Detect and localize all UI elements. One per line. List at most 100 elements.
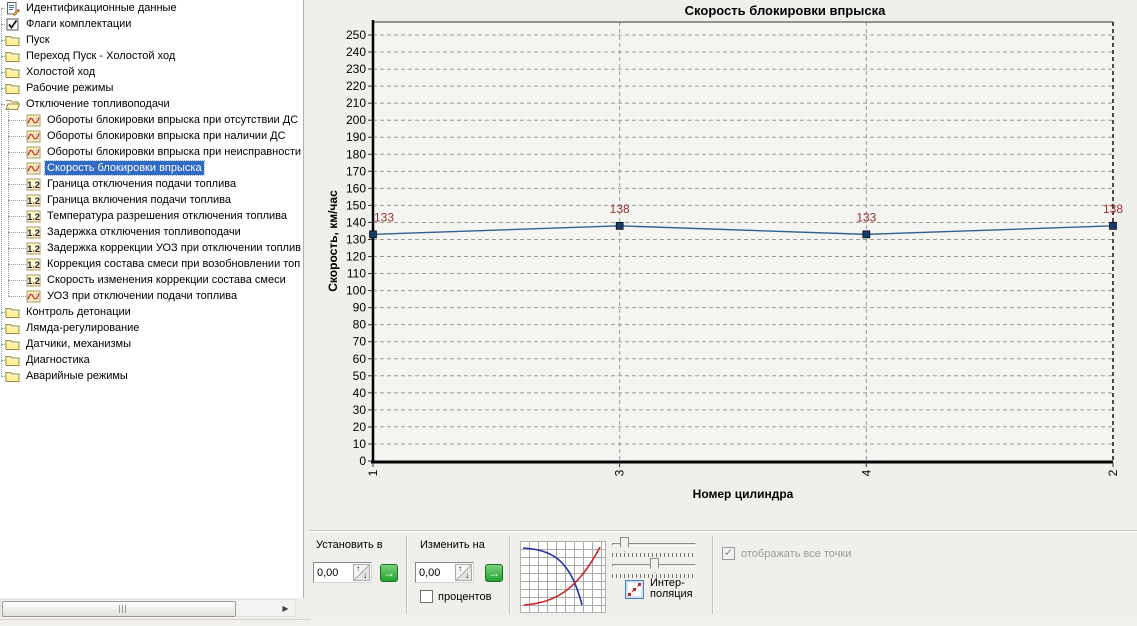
tree-item-label[interactable]: Контроль детонации — [26, 306, 131, 318]
tree-item-label[interactable]: Пуск — [26, 34, 50, 46]
tree-item[interactable]: 1.2 Температура разрешения отключения топ… — [0, 208, 303, 224]
folder-icon — [5, 321, 20, 336]
tree-horizontal-scrollbar[interactable]: ▶ — [0, 599, 296, 617]
tree-item[interactable]: УОЗ при отключении подачи топлива — [0, 288, 303, 304]
tree-item-label[interactable]: Диагностика — [26, 354, 90, 366]
spin-down-icon[interactable]: ↓ — [465, 571, 469, 580]
y-tick-label: 240 — [346, 45, 366, 59]
spin-down-icon[interactable]: ↓ — [363, 571, 367, 580]
tree-item-label[interactable]: Граница включения подачи топлива — [47, 194, 232, 206]
percent-checkbox-label[interactable]: процентов — [438, 591, 492, 603]
tree-item-label[interactable]: Холостой ход — [26, 66, 96, 78]
smoothing-slider-1[interactable] — [612, 537, 696, 557]
tree-connector — [1, 344, 5, 345]
tree-item-label[interactable]: Коррекция состава смеси при возобновлени… — [47, 258, 301, 270]
tree-item[interactable]: 1.2 Задержка коррекции УОЗ при отключении… — [0, 240, 303, 256]
separator — [406, 536, 408, 614]
tree-item[interactable]: Переход Пуск - Холостой ход — [0, 48, 303, 64]
tree-item[interactable]: Обороты блокировки впрыска при неисправн… — [0, 144, 303, 160]
set-to-spinner[interactable]: ↑ ↓ — [353, 564, 370, 581]
tree-item[interactable]: Диагностика — [0, 352, 303, 368]
tree-item[interactable]: 1.2 Скорость изменения коррекции состава … — [0, 272, 303, 288]
change-by-spinedit[interactable]: 0,00 ↑ ↓ — [415, 562, 474, 583]
smoothing-curves-image[interactable] — [520, 541, 606, 613]
interpolation-button[interactable]: Интер- поляция — [650, 577, 693, 600]
tree-item[interactable]: 1.2 Задержка отключения топливоподачи — [0, 224, 303, 240]
tree-item[interactable]: Холостой ход — [0, 64, 303, 80]
tree-item[interactable]: Контроль детонации — [0, 304, 303, 320]
tree-item-label[interactable]: Лямда-регулирование — [26, 322, 140, 334]
slider-thumb[interactable] — [620, 537, 629, 552]
tree-item-label[interactable]: Граница отключения подачи топлива — [47, 178, 237, 190]
tree-item-label[interactable]: Скорость изменения коррекции состава сме… — [47, 274, 286, 286]
interpolation-icon[interactable] — [625, 580, 644, 599]
tree-guide-line — [1, 8, 2, 376]
svg-text:1.2: 1.2 — [27, 212, 40, 222]
data-point-marker[interactable] — [862, 230, 871, 239]
data-point-marker[interactable] — [369, 230, 377, 239]
svg-text:1.2: 1.2 — [27, 260, 40, 270]
tree-item-label[interactable]: Рабочие режимы — [26, 82, 114, 94]
data-point-label: 133 — [374, 210, 394, 224]
tree-connector — [8, 264, 26, 265]
tree-item[interactable]: Обороты блокировки впрыска при отсутстви… — [0, 112, 303, 128]
tree-item-label[interactable]: Отключение топливоподачи — [26, 98, 170, 110]
set-to-value[interactable]: 0,00 — [317, 566, 339, 579]
tree-item-label[interactable]: Обороты блокировки впрыска при отсутстви… — [47, 114, 299, 126]
tree-item[interactable]: Рабочие режимы — [0, 80, 303, 96]
change-by-spinner[interactable]: ↑ ↓ — [455, 564, 472, 581]
tree-item[interactable]: Идентификационные данные — [0, 0, 303, 16]
tree-connector — [8, 248, 26, 249]
slider-track[interactable] — [612, 543, 696, 546]
scrollbar-thumb[interactable] — [2, 601, 236, 617]
tree-item[interactable]: 1.2 Граница отключения подачи топлива — [0, 176, 303, 192]
plot-area — [373, 22, 1113, 461]
tree-item[interactable]: Обороты блокировки впрыска при наличии Д… — [0, 128, 303, 144]
y-tick-label: 180 — [346, 147, 366, 161]
spin-up-icon[interactable]: ↑ — [458, 564, 462, 573]
tree-connector — [8, 152, 26, 153]
tree-item-label[interactable]: Обороты блокировки впрыска при неисправн… — [47, 146, 302, 158]
smoothing-slider-2[interactable] — [612, 558, 696, 578]
tree-item-label[interactable]: Обороты блокировки впрыска при наличии Д… — [47, 130, 286, 142]
set-to-spinedit[interactable]: 0,00 ↑ ↓ — [313, 562, 372, 583]
tree-item[interactable]: Отключение топливоподачи — [0, 96, 303, 112]
tree-item[interactable]: Лямда-регулирование — [0, 320, 303, 336]
tree-item[interactable]: Датчики, механизмы — [0, 336, 303, 352]
data-point-marker[interactable] — [615, 221, 624, 230]
change-by-value[interactable]: 0,00 — [419, 566, 441, 579]
chart-icon — [26, 113, 41, 128]
parameter-tree[interactable]: Идентификационные данные Флаги комплектац… — [0, 0, 304, 598]
tree-item-label[interactable]: Аварийные режимы — [26, 370, 128, 382]
tree-item[interactable]: 1.2 Граница включения подачи топлива — [0, 192, 303, 208]
tree-item-label[interactable]: Задержка коррекции УОЗ при отключении то… — [47, 242, 301, 254]
apply-set-to-button[interactable]: → — [380, 564, 398, 582]
data-point-marker[interactable] — [1109, 221, 1117, 230]
folder-icon — [5, 305, 20, 320]
tree-item[interactable]: Пуск — [0, 32, 303, 48]
x-tick-label: 4 — [859, 469, 873, 476]
chart[interactable]: 0 10 20 30 40 50 60 70 80 90 100 110 120 130 140 150 160… — [310, 0, 1137, 530]
tree-item-label[interactable]: Переход Пуск - Холостой ход — [26, 50, 176, 62]
scrollbar-right-arrow-icon[interactable]: ▶ — [282, 603, 289, 613]
tree-item[interactable]: Флаги комплектации — [0, 16, 303, 32]
tree-item[interactable]: Скорость блокировки впрыска — [0, 160, 303, 176]
slider-thumb[interactable] — [650, 558, 659, 573]
tree-item-label[interactable]: Скорость блокировки впрыска — [44, 160, 205, 176]
percent-checkbox[interactable] — [420, 590, 433, 603]
change-by-label: Изменить на — [420, 539, 485, 551]
tree-item-label[interactable]: Идентификационные данные — [26, 2, 177, 14]
apply-change-by-button[interactable]: → — [485, 564, 503, 582]
tree-connector — [1, 328, 5, 329]
num12-icon: 1.2 — [26, 273, 41, 288]
svg-text:1.2: 1.2 — [27, 228, 40, 238]
tree-item[interactable]: Аварийные режимы — [0, 368, 303, 384]
tree-item-label[interactable]: Датчики, механизмы — [26, 338, 131, 350]
tree-item[interactable]: 1.2 Коррекция состава смеси при возобновл… — [0, 256, 303, 272]
tree-item-label[interactable]: Задержка отключения топливоподачи — [47, 226, 241, 238]
tree-item-label[interactable]: УОЗ при отключении подачи топлива — [47, 290, 238, 302]
tree-item-label[interactable]: Флаги комплектации — [26, 18, 132, 30]
tree-item-label[interactable]: Температура разрешения отключения топлив… — [47, 210, 287, 222]
spin-up-icon[interactable]: ↑ — [356, 564, 360, 573]
